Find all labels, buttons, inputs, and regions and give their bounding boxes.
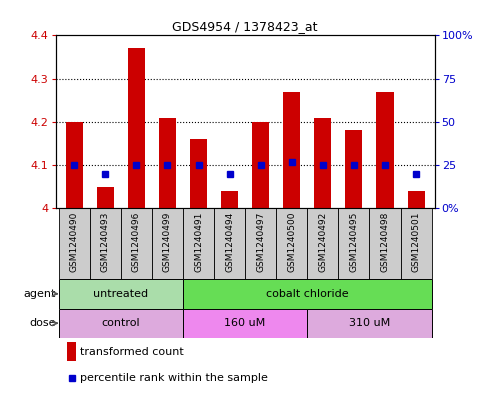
- Text: GSM1240493: GSM1240493: [101, 212, 110, 272]
- Text: cobalt chloride: cobalt chloride: [266, 289, 349, 299]
- Text: agent: agent: [24, 289, 56, 299]
- Bar: [307, 208, 339, 279]
- Bar: [97, 187, 114, 208]
- Text: GSM1240491: GSM1240491: [194, 212, 203, 272]
- Text: GSM1240501: GSM1240501: [412, 212, 421, 272]
- Text: GSM1240498: GSM1240498: [381, 212, 389, 272]
- Bar: [245, 208, 276, 279]
- Bar: [58, 279, 183, 309]
- Text: control: control: [101, 318, 140, 328]
- Text: GSM1240499: GSM1240499: [163, 212, 172, 272]
- Text: 160 uM: 160 uM: [225, 318, 266, 328]
- Bar: [183, 279, 432, 309]
- Bar: [276, 208, 307, 279]
- Bar: [183, 309, 307, 338]
- Text: GSM1240496: GSM1240496: [132, 212, 141, 272]
- Text: GSM1240492: GSM1240492: [318, 212, 327, 272]
- Text: transformed count: transformed count: [80, 347, 184, 357]
- Bar: [152, 208, 183, 279]
- Text: GSM1240500: GSM1240500: [287, 212, 296, 272]
- Bar: [376, 92, 394, 208]
- Text: GSM1240490: GSM1240490: [70, 212, 79, 272]
- Bar: [314, 118, 331, 208]
- Bar: [214, 208, 245, 279]
- Bar: [369, 208, 400, 279]
- Bar: [307, 309, 432, 338]
- Bar: [408, 191, 425, 208]
- Bar: [58, 309, 183, 338]
- Bar: [283, 92, 300, 208]
- Bar: [66, 122, 83, 208]
- Bar: [221, 191, 238, 208]
- Text: GSM1240497: GSM1240497: [256, 212, 265, 272]
- Text: dose: dose: [29, 318, 56, 328]
- Text: 310 uM: 310 uM: [349, 318, 390, 328]
- Bar: [159, 118, 176, 208]
- Bar: [128, 48, 145, 208]
- Bar: [58, 208, 90, 279]
- Text: untreated: untreated: [93, 289, 148, 299]
- Bar: [67, 342, 76, 361]
- Bar: [339, 208, 369, 279]
- Bar: [121, 208, 152, 279]
- Text: GSM1240494: GSM1240494: [225, 212, 234, 272]
- Title: GDS4954 / 1378423_at: GDS4954 / 1378423_at: [172, 20, 318, 33]
- Bar: [90, 208, 121, 279]
- Bar: [190, 139, 207, 208]
- Bar: [345, 130, 362, 208]
- Bar: [183, 208, 214, 279]
- Text: percentile rank within the sample: percentile rank within the sample: [80, 373, 268, 383]
- Text: GSM1240495: GSM1240495: [349, 212, 358, 272]
- Bar: [400, 208, 432, 279]
- Bar: [252, 122, 269, 208]
